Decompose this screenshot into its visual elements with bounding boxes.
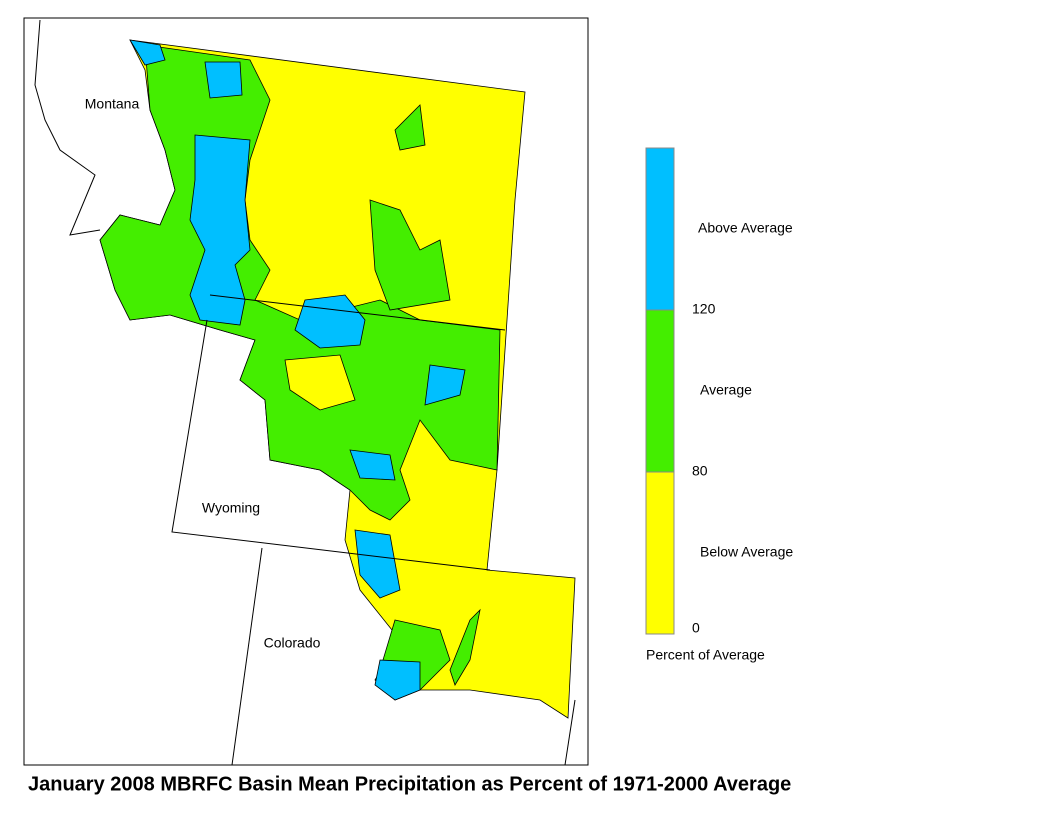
basin-average xyxy=(394,104,426,151)
state-boundary xyxy=(209,294,506,331)
state-label: Montana xyxy=(85,96,140,112)
state-boundary xyxy=(34,19,101,236)
basin-above xyxy=(354,529,401,599)
legend-swatch xyxy=(645,147,675,311)
basins xyxy=(99,39,576,719)
basin-average xyxy=(369,199,451,311)
legend-title: Percent of Average xyxy=(646,647,765,663)
state-boundary xyxy=(231,547,263,766)
basin-below xyxy=(284,354,356,411)
legend-tick: 0 xyxy=(692,620,700,636)
legend: Percent of Average Above Average Average B… xyxy=(645,147,793,663)
basin-above xyxy=(349,449,396,481)
basin-above xyxy=(189,134,251,326)
legend-swatch xyxy=(645,309,675,473)
state-label: Wyoming xyxy=(202,500,260,516)
legend-label: Above Average xyxy=(698,220,793,236)
title: January 2008 MBRFC Basin Mean Precipitat… xyxy=(28,773,791,795)
basin-above xyxy=(294,294,366,349)
legend-tick: 80 xyxy=(692,463,708,479)
basin-above xyxy=(129,39,166,66)
legend-label: Average xyxy=(700,382,752,398)
legend-swatch xyxy=(645,471,675,635)
basin-above xyxy=(424,364,466,406)
state-boundary xyxy=(171,319,491,571)
state-boundary xyxy=(564,699,576,766)
legend-label: Below Average xyxy=(700,544,793,560)
map: Montana Wyoming Colorado xyxy=(23,17,589,766)
basin-above xyxy=(374,659,421,701)
basin-average xyxy=(449,608,481,686)
basin-above xyxy=(204,61,243,99)
state-label: Colorado xyxy=(264,635,321,651)
legend-tick: 120 xyxy=(692,301,716,317)
